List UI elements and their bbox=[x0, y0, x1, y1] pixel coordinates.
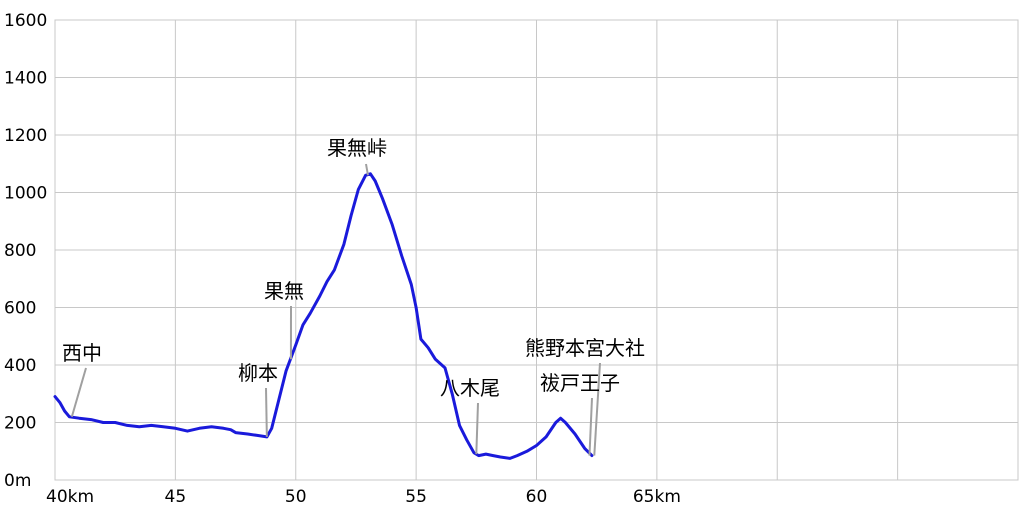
annotation-label: 西中 bbox=[62, 341, 102, 365]
annotation-leader bbox=[70, 367, 87, 418]
y-tick-label: 600 bbox=[4, 299, 36, 319]
y-axis: 0m 200 400 600 800 1000 1200 1400 1600 bbox=[4, 11, 47, 491]
annotation-leader bbox=[365, 163, 369, 176]
x-tick-label: 65km bbox=[633, 487, 681, 507]
annotation-leader bbox=[588, 397, 593, 456]
annotation-label: 果無 bbox=[264, 279, 304, 303]
y-tick-label: 1000 bbox=[4, 184, 47, 204]
annotation-label: 柳本 bbox=[238, 361, 278, 385]
grid-lines bbox=[54, 19, 1019, 481]
y-tick-label: 1400 bbox=[4, 69, 47, 89]
annotation-label: 祓戸王子 bbox=[540, 371, 620, 395]
y-tick-label: 200 bbox=[4, 414, 36, 434]
y-tick-label: 800 bbox=[4, 241, 36, 261]
y-tick-label: 1600 bbox=[4, 11, 47, 31]
plot-frame bbox=[54, 19, 1019, 481]
series-layer bbox=[53, 172, 594, 460]
y-tick-label: 1200 bbox=[4, 126, 47, 146]
annotation-leader bbox=[593, 362, 601, 456]
annotation-label: 八木尾 bbox=[440, 376, 500, 400]
annotation-label: 熊野本宮大社 bbox=[525, 336, 645, 360]
y-tick-label: 400 bbox=[4, 356, 36, 376]
x-axis: 40km 45 50 55 60 65km bbox=[46, 487, 681, 507]
elevation-line-series-0 bbox=[53, 172, 594, 460]
x-tick-label: 45 bbox=[165, 487, 187, 507]
y-tick-label: 0m bbox=[4, 471, 31, 491]
x-tick-label: 55 bbox=[405, 487, 427, 507]
annotation-label: 果無峠 bbox=[327, 136, 387, 160]
x-tick-label: 60 bbox=[526, 487, 548, 507]
x-tick-label: 40km bbox=[46, 487, 94, 507]
annotation-leader bbox=[265, 387, 268, 437]
x-tick-label: 50 bbox=[285, 487, 307, 507]
annotation-leader bbox=[475, 402, 479, 455]
